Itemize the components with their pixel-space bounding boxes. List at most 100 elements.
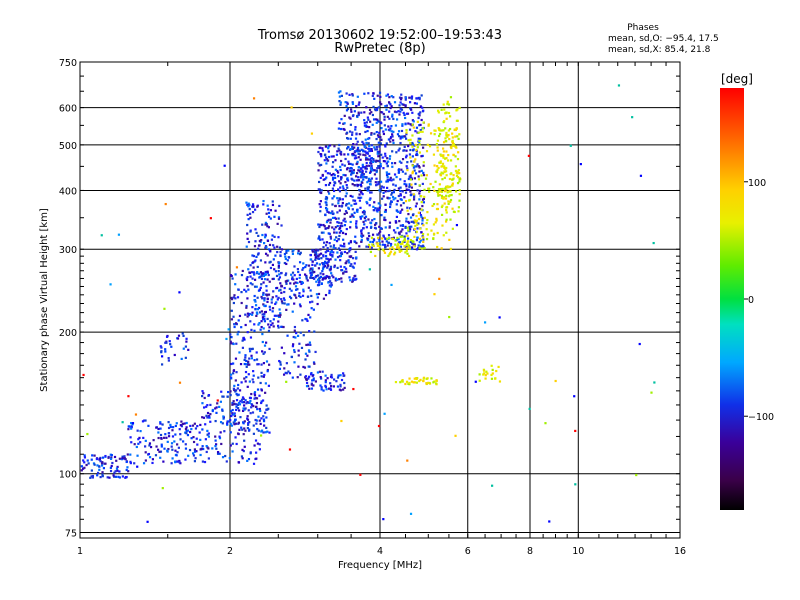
data-point xyxy=(351,131,354,134)
data-point xyxy=(110,453,113,457)
data-point xyxy=(265,426,268,430)
data-point xyxy=(381,243,385,246)
data-point xyxy=(441,129,444,132)
data-point xyxy=(440,171,443,174)
data-point xyxy=(265,289,268,292)
data-point xyxy=(306,319,309,322)
data-point xyxy=(380,185,384,188)
data-point xyxy=(260,401,263,405)
data-point xyxy=(391,195,395,199)
data-point xyxy=(399,198,402,201)
data-point xyxy=(443,189,446,193)
data-point xyxy=(233,325,236,329)
data-point xyxy=(405,185,408,188)
data-point xyxy=(308,301,312,304)
data-point xyxy=(260,283,263,286)
data-point xyxy=(333,228,336,231)
data-point xyxy=(258,321,261,325)
data-point xyxy=(277,266,280,269)
data-point xyxy=(404,105,407,108)
data-point xyxy=(263,236,267,239)
data-point xyxy=(336,169,339,173)
data-point xyxy=(386,186,389,189)
data-point xyxy=(349,194,352,198)
data-point xyxy=(353,146,356,149)
data-point xyxy=(232,301,235,305)
data-point xyxy=(368,234,371,238)
data-point xyxy=(261,297,264,300)
data-point xyxy=(382,249,386,252)
data-point xyxy=(87,462,90,465)
data-point xyxy=(415,202,418,205)
data-point xyxy=(317,292,321,296)
data-point xyxy=(298,342,301,345)
data-point xyxy=(222,415,225,418)
data-point xyxy=(99,475,102,479)
data-point xyxy=(298,303,302,306)
data-point xyxy=(422,379,425,383)
data-point xyxy=(109,466,112,469)
data-point xyxy=(367,218,370,221)
data-point xyxy=(422,109,425,112)
data-point xyxy=(418,96,421,100)
data-point xyxy=(284,272,288,275)
data-point xyxy=(114,470,117,473)
data-point xyxy=(331,197,334,200)
data-point xyxy=(284,257,287,260)
data-point xyxy=(383,118,386,121)
data-point xyxy=(445,111,448,114)
data-point xyxy=(346,147,349,150)
data-point xyxy=(351,145,354,148)
data-point xyxy=(405,247,409,250)
data-point xyxy=(148,456,152,459)
data-point xyxy=(554,379,557,383)
data-point xyxy=(433,189,436,192)
data-point xyxy=(403,113,406,116)
data-point xyxy=(258,288,261,291)
data-point xyxy=(397,170,401,174)
data-point xyxy=(320,155,323,158)
data-point xyxy=(302,262,305,265)
data-point xyxy=(310,371,313,375)
data-point xyxy=(165,335,169,338)
data-point xyxy=(266,225,269,228)
data-point xyxy=(349,173,353,176)
data-point xyxy=(346,167,349,170)
data-point xyxy=(431,204,434,208)
data-point xyxy=(369,250,373,254)
data-point xyxy=(342,372,345,375)
data-point xyxy=(379,187,383,190)
data-point xyxy=(243,362,246,366)
data-point xyxy=(312,384,315,387)
data-point xyxy=(80,469,83,472)
data-point xyxy=(365,200,368,204)
data-point xyxy=(340,118,343,121)
data-point xyxy=(257,306,261,310)
data-point xyxy=(104,454,107,458)
data-point xyxy=(440,205,444,209)
data-point xyxy=(352,171,355,174)
data-point xyxy=(372,157,375,161)
data-point xyxy=(384,145,387,148)
data-point xyxy=(196,443,199,446)
data-point xyxy=(366,202,369,205)
data-point xyxy=(291,271,295,274)
chart-title: Tromsø 20130602 19:52:00–19:53:43 xyxy=(257,28,502,43)
data-point xyxy=(233,414,237,418)
data-point xyxy=(285,262,288,266)
data-point xyxy=(389,106,392,110)
data-point xyxy=(167,447,170,451)
data-point xyxy=(326,219,329,223)
data-point xyxy=(234,418,237,421)
data-point xyxy=(260,239,263,242)
data-point xyxy=(355,149,358,152)
data-point xyxy=(378,206,381,209)
data-point xyxy=(314,264,317,267)
data-point xyxy=(403,240,406,244)
data-point xyxy=(351,147,355,151)
data-point xyxy=(348,116,351,119)
data-point xyxy=(394,221,398,224)
data-point xyxy=(339,168,342,172)
data-point xyxy=(82,459,85,462)
data-point xyxy=(252,374,255,377)
